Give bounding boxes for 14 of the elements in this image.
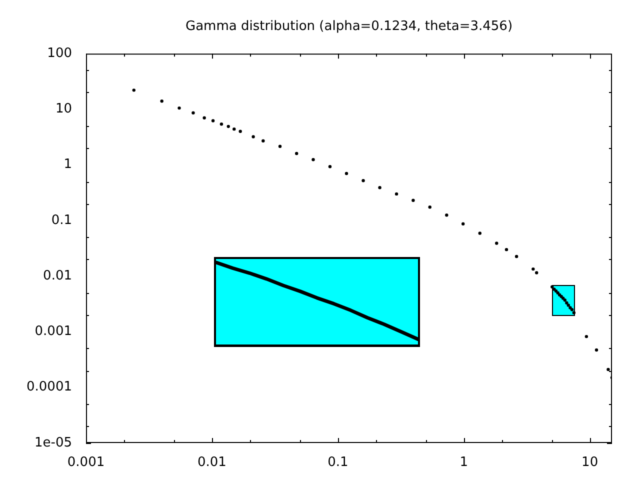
y-tick-label: 100 [47,46,72,61]
y-tick-label: 0.01 [43,268,72,284]
y-tick-label: 0.1 [51,212,72,228]
x-tick-label: 1 [460,455,468,470]
y-tick-label: 0.0001 [26,380,72,395]
x-tick-label: 0.1 [328,455,348,470]
x-tick-label: 0.001 [67,455,105,470]
y-tick-label: 1e-05 [34,435,72,450]
y-tick-label: 10 [55,102,72,117]
x-tick-label: 0.01 [197,455,226,470]
y-tick-label: 0.001 [34,324,72,340]
chart-title: Gamma distribution (alpha=0.1234, theta=3.456) [185,19,513,34]
x-tick-label: 10 [582,455,598,470]
y-tick-label: 1 [64,157,72,172]
